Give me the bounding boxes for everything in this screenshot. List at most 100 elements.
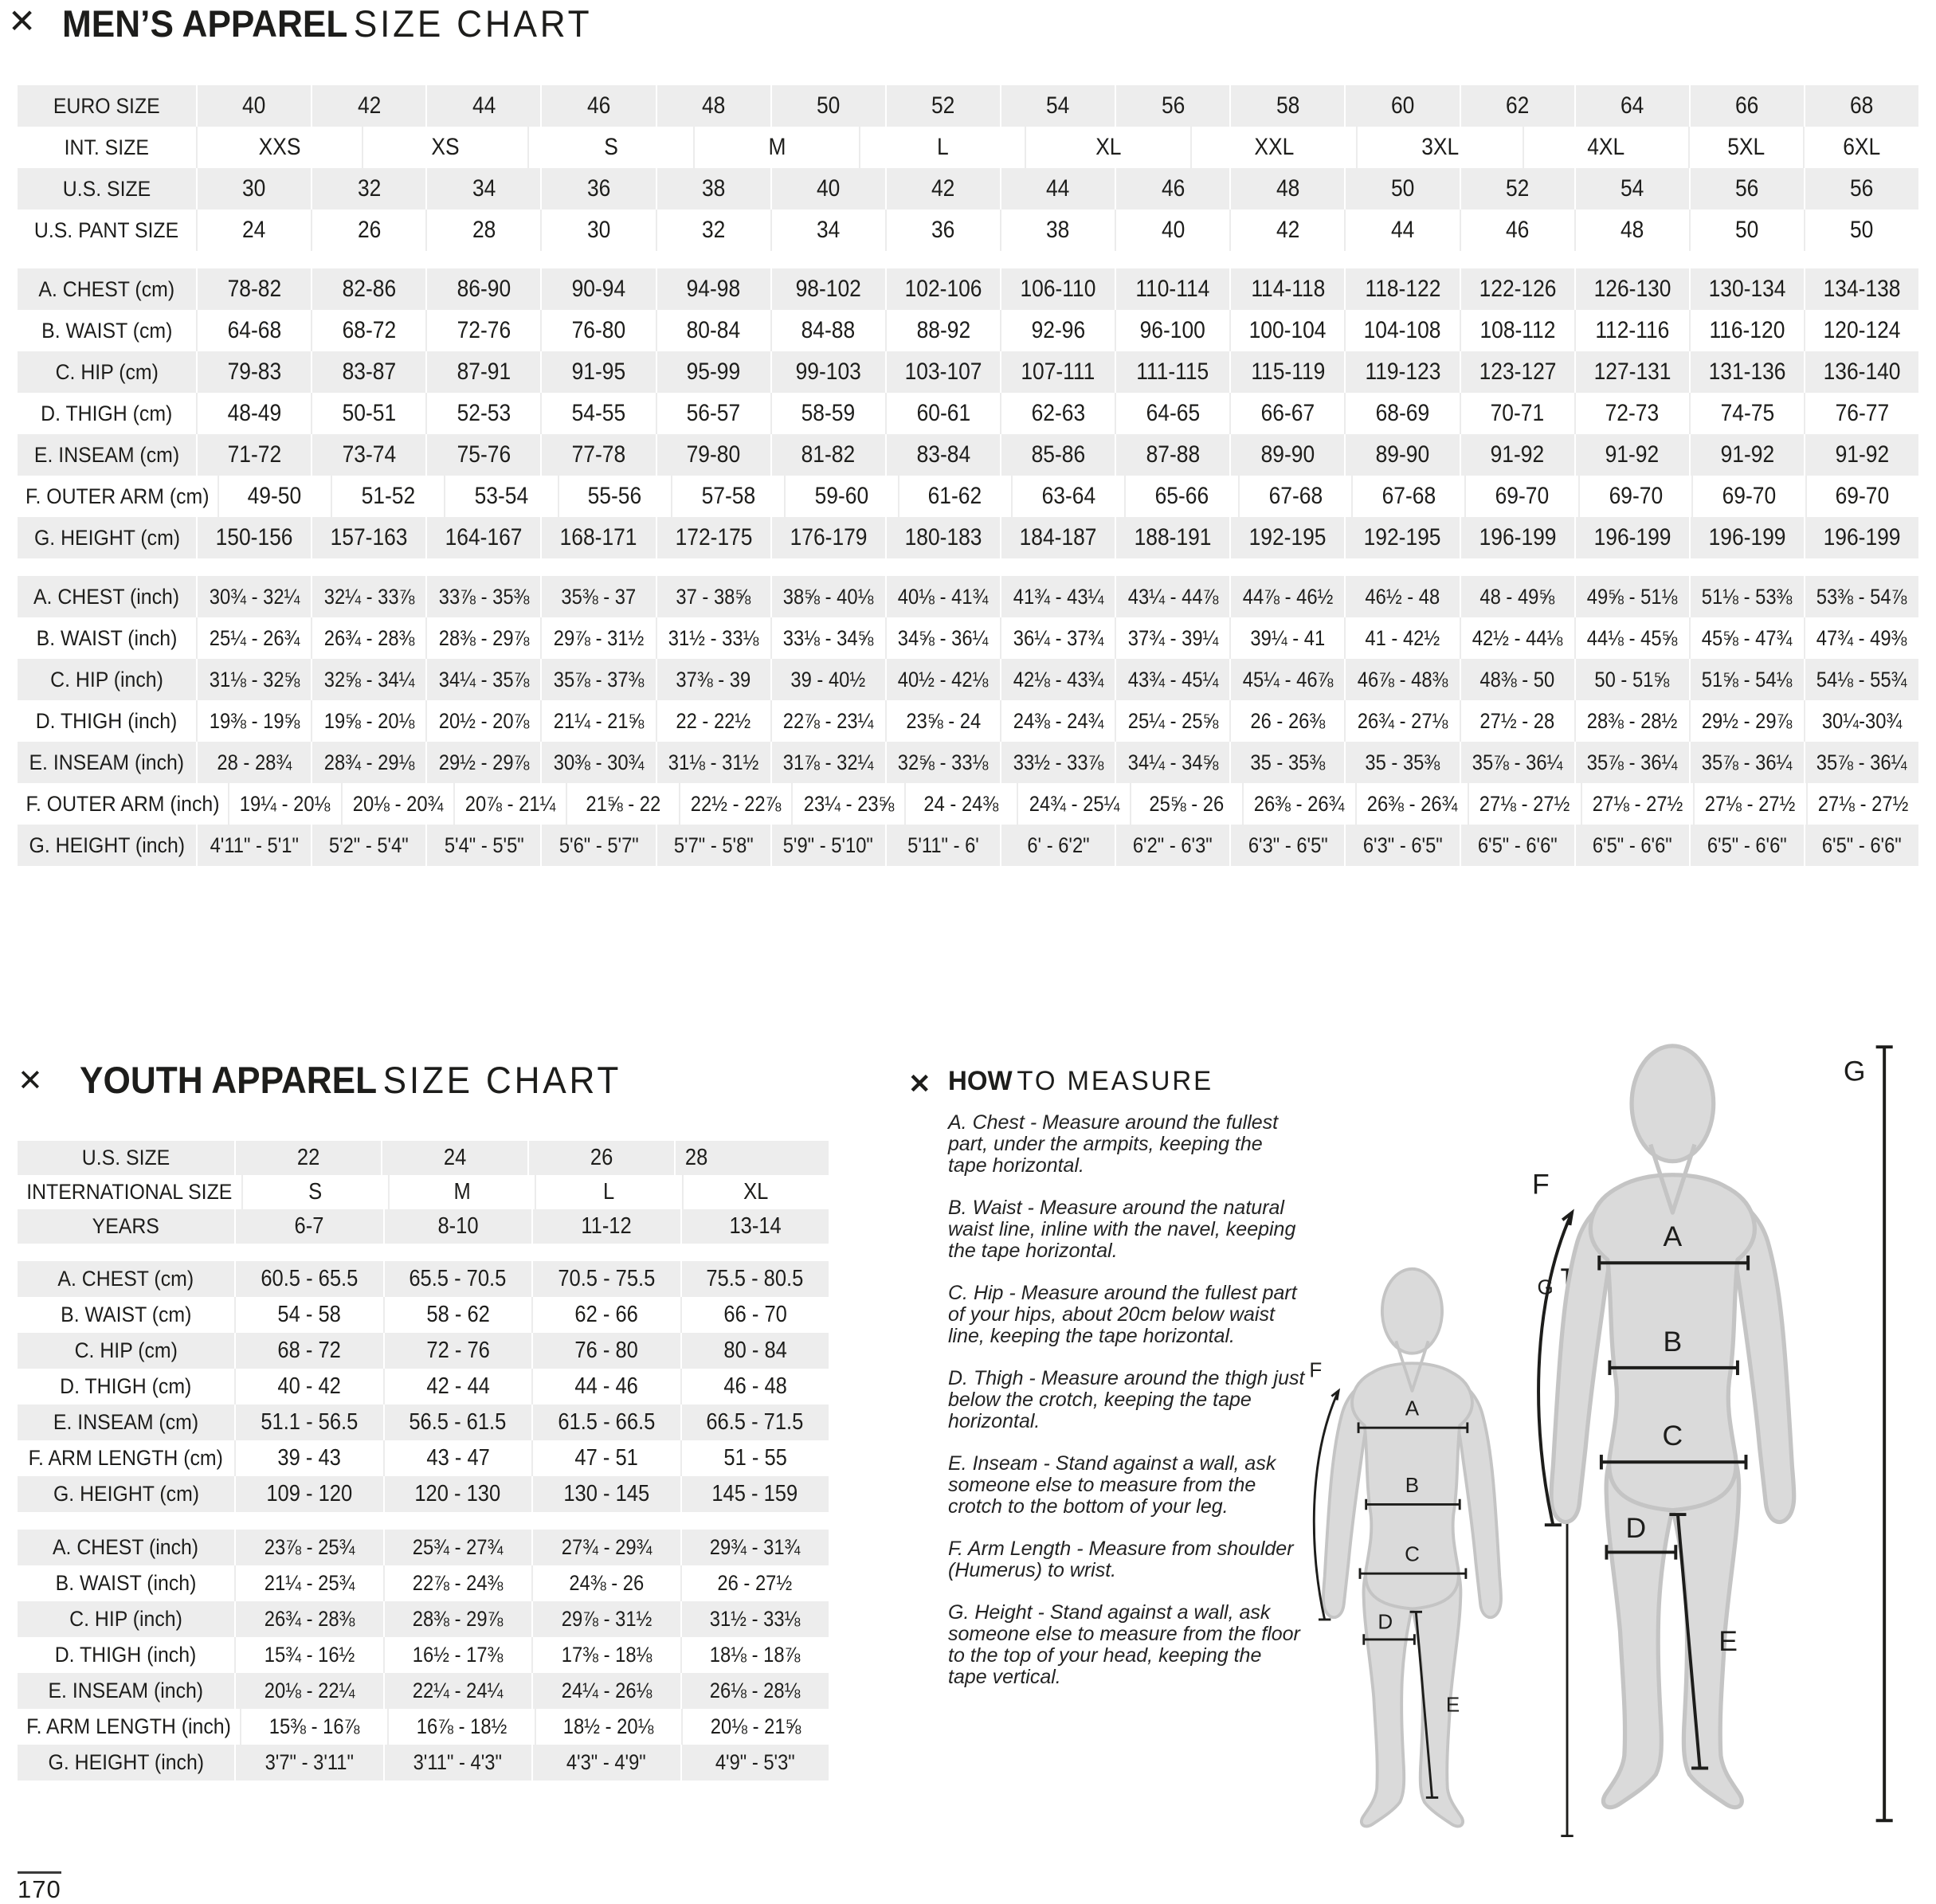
table-cell: 22 - 22½ [657, 700, 772, 742]
row-label: G. HEIGHT (inch) [18, 825, 198, 866]
table-cell: 6'3" - 6'5" [1346, 825, 1461, 866]
table-cell: 64 [1576, 85, 1691, 127]
measure-label-g: G [1844, 1055, 1866, 1087]
row-label: U.S. SIZE [18, 1141, 236, 1175]
row-label: E. INSEAM (cm) [18, 434, 198, 476]
youth-chart-title: YOUTH APPAREL SIZE CHART [80, 1058, 621, 1102]
table-row: F. ARM LENGTH (cm) 39 - 43 43 - 47 47 - 51 5… [18, 1440, 829, 1476]
table-cell: 32⅝ - 34¼ [312, 659, 428, 700]
table-cell: 35⅞ - 36¼ [1691, 742, 1805, 783]
table-cell: 32 [312, 168, 428, 210]
table-cell: 91-95 [542, 351, 657, 393]
table-cell: 25⅝ - 26 [1131, 783, 1244, 825]
table-cell: 33⅞ - 35⅜ [427, 576, 543, 617]
table-cell: 25¾ - 27¾ [385, 1530, 533, 1565]
table-cell: 26¾ - 27⅛ [1346, 700, 1461, 742]
table-cell: 40 - 42 [236, 1369, 385, 1404]
table-cell: 56.5 - 61.5 [385, 1404, 533, 1440]
table-cell: 100-104 [1231, 310, 1346, 351]
table-cell: 25¼ - 26¾ [198, 617, 313, 659]
how-to-paragraph: A. Chest - Measure around the fullest pa… [948, 1111, 1279, 1177]
table-cell: 21¼ - 25¾ [236, 1565, 385, 1601]
table-cell: 19⅜ - 19⅝ [198, 700, 313, 742]
table-cell: 176-179 [772, 517, 887, 558]
row-label: B. WAIST (cm) [18, 310, 198, 351]
table-cell: 116-120 [1691, 310, 1805, 351]
table-cell: 88-92 [887, 310, 1001, 351]
table-cell: 172-175 [657, 517, 772, 558]
table-cell: 5'9" - 5'10" [772, 825, 887, 866]
measure-label-c: C [1405, 1542, 1420, 1566]
table-cell: 37⅜ - 39 [657, 659, 772, 700]
table-cell: 20⅛ - 21⅝ [710, 1714, 801, 1738]
youth-size-table: U.S. SIZE 22 24 26 28 INTERNATIONAL SIZE S M L XL… [18, 1141, 829, 1781]
table-cell: 48⅜ - 50 [1461, 659, 1576, 700]
table-cell: 24¼ - 26⅛ [533, 1673, 682, 1709]
title-bold: YOUTH APPAREL [80, 1059, 378, 1101]
table-cell: 30¼-30¾ [1821, 708, 1903, 733]
table-cell: 62-63 [1001, 393, 1117, 434]
table-cell: 24⅜ - 26 [533, 1565, 682, 1601]
table-cell: 44 [1346, 210, 1461, 251]
close-icon[interactable]: ✕ [908, 1069, 931, 1099]
table-cell: 54 - 58 [236, 1297, 385, 1333]
table-cell: 49-50 [219, 476, 332, 517]
table-cell: 5'7" - 5'8" [657, 825, 772, 866]
title-light: SIZE CHART [353, 2, 593, 45]
table-cell: 131-136 [1691, 351, 1805, 393]
row-label: U.S. PANT SIZE [18, 210, 198, 251]
table-cell: 4'9" - 5'3" [715, 1750, 795, 1774]
table-cell: XL [1026, 127, 1193, 168]
table-cell: 39 - 40½ [772, 659, 887, 700]
table-cell: 51-52 [332, 476, 446, 517]
table-row: F. OUTER ARM (inch) 19¼ - 20⅛ 20⅛ - 20¾ 20⅞… [18, 783, 1918, 825]
table-cell: 112-116 [1576, 310, 1691, 351]
table-cell: 33½ - 33⅞ [1001, 742, 1117, 783]
close-icon[interactable]: ✕ [18, 1064, 43, 1098]
table-cell: 74-75 [1691, 393, 1805, 434]
table-cell: 72-73 [1576, 393, 1691, 434]
table-cell: 6'5" - 6'6" [1461, 825, 1576, 866]
table-cell: 54 [1576, 168, 1691, 210]
table-cell: 196-199 [1691, 517, 1805, 558]
row-label: C. HIP (inch) [18, 659, 198, 700]
table-cell: 28 - 28¾ [198, 742, 313, 783]
table-cell: 27⅛ - 27½ [1817, 791, 1909, 816]
adult-figure: A B C D E F G [1532, 1034, 1914, 1842]
table-cell: 26¾ - 28⅜ [236, 1601, 385, 1637]
table-row: INTERNATIONAL SIZE S M L XL [18, 1175, 829, 1209]
how-to-measure-title: HOW TO MEASURE [948, 1066, 1213, 1097]
footer-rule [18, 1871, 61, 1874]
table-cell: 15⅜ - 16⅞ [241, 1709, 389, 1745]
table-cell: 28⅜ - 28½ [1576, 700, 1691, 742]
table-cell: 50 - 51⅝ [1576, 659, 1691, 700]
row-label: D. THIGH (cm) [18, 393, 198, 434]
table-cell: 48-49 [198, 393, 313, 434]
measure-label-f: F [1532, 1168, 1550, 1200]
table-cell: 51⅛ - 53⅜ [1691, 576, 1805, 617]
table-cell: 50 [1346, 168, 1461, 210]
table-cell: M [695, 127, 861, 168]
measure-label-b: B [1664, 1326, 1683, 1357]
youth-figure: A B C D E F G [1309, 1267, 1575, 1838]
table-cell: 22¼ - 24¼ [385, 1673, 533, 1709]
table-cell: 109 - 120 [236, 1476, 385, 1512]
table-cell: 91-92 [1835, 441, 1889, 468]
row-label: G. HEIGHT (inch) [18, 1745, 236, 1781]
table-cell: L [860, 127, 1027, 168]
row-label: YEARS [18, 1209, 236, 1244]
table-cell: L [536, 1175, 684, 1209]
table-cell: 48 - 49⅝ [1461, 576, 1576, 617]
table-cell: 42⅛ - 43¾ [1001, 659, 1117, 700]
table-cell: 56 [1691, 168, 1805, 210]
table-cell: 4'3" - 4'9" [533, 1745, 682, 1781]
table-cell: 118-122 [1346, 268, 1461, 310]
table-cell: 29½ - 29⅞ [427, 742, 543, 783]
table-cell: 110-114 [1116, 268, 1232, 310]
table-cell: XL [743, 1179, 769, 1205]
close-icon[interactable]: ✕ [8, 2, 37, 40]
table-cell: 36 [542, 168, 657, 210]
table-cell: 38 [657, 168, 772, 210]
table-cell: 6'5" - 6'6" [1576, 825, 1691, 866]
title-light: SIZE CHART [382, 1059, 622, 1101]
